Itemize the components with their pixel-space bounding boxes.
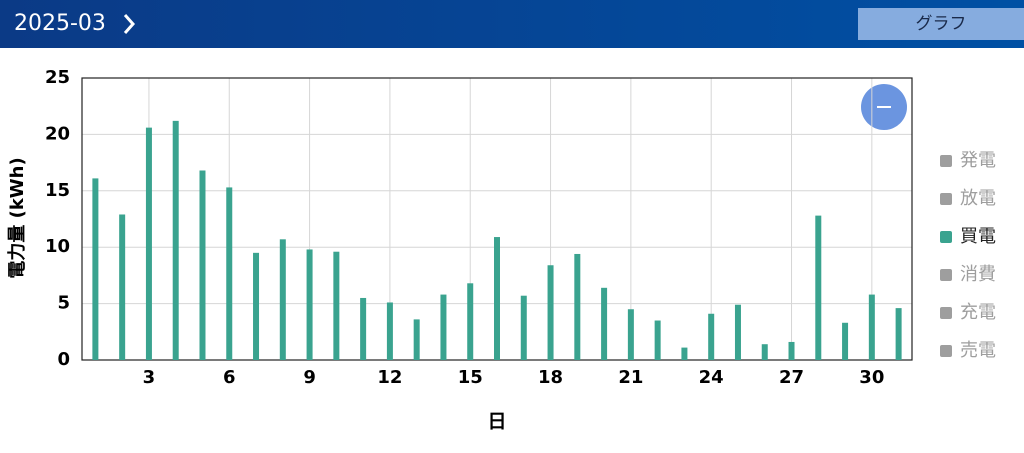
y-tick-label: 10 bbox=[45, 236, 70, 257]
bar bbox=[681, 347, 688, 360]
bar bbox=[574, 253, 581, 360]
y-tick-label: 5 bbox=[57, 293, 70, 314]
bar bbox=[601, 287, 608, 360]
bar bbox=[360, 297, 367, 360]
x-tick-label: 18 bbox=[538, 367, 563, 388]
bar bbox=[708, 313, 715, 360]
chevron[interactable] bbox=[122, 12, 136, 36]
bar bbox=[467, 283, 474, 360]
bar bbox=[520, 295, 527, 360]
bar bbox=[654, 320, 661, 360]
bar bbox=[761, 344, 768, 360]
legend-label: 消費 bbox=[960, 264, 996, 285]
legend-swatch bbox=[940, 193, 952, 205]
x-tick-label: 21 bbox=[618, 367, 643, 388]
bar bbox=[199, 170, 206, 360]
legend-label: 充電 bbox=[960, 302, 996, 323]
bar bbox=[306, 249, 313, 360]
bar bbox=[279, 239, 286, 360]
x-tick-label: 12 bbox=[377, 367, 402, 388]
x-axis-label: 日 bbox=[487, 411, 506, 433]
y-tick-label: 0 bbox=[57, 349, 70, 370]
x-tick-label: 15 bbox=[458, 367, 483, 388]
x-tick-label: 30 bbox=[859, 367, 884, 388]
bar bbox=[734, 304, 741, 360]
bar bbox=[145, 127, 152, 361]
bar bbox=[895, 308, 902, 360]
bar bbox=[494, 237, 500, 360]
chart: 日 電力量 (kWh) 0 5 10 15 20 25 3 6 9 12 15 18 21 24 27 30 発… bbox=[6, 67, 996, 433]
legend-label: 売電 bbox=[960, 340, 996, 361]
y-tick-label: 25 bbox=[45, 67, 70, 88]
bar bbox=[253, 252, 260, 360]
y-tick-label: 15 bbox=[45, 180, 70, 201]
y-tick-label: 20 bbox=[45, 123, 70, 144]
bar bbox=[627, 309, 634, 360]
bar bbox=[547, 265, 554, 360]
bar bbox=[172, 120, 179, 360]
bar bbox=[815, 215, 822, 360]
bar bbox=[386, 302, 393, 360]
bar bbox=[119, 214, 126, 360]
legend-swatch bbox=[940, 307, 952, 319]
bar bbox=[842, 322, 849, 360]
x-tick-label: 9 bbox=[303, 367, 316, 388]
header: 2025-03 グラフ bbox=[0, 0, 1024, 48]
graph-button[interactable]: グラフ bbox=[858, 8, 1024, 40]
bar bbox=[413, 319, 420, 360]
y-axis-label: 電力量 (kWh) bbox=[6, 157, 28, 278]
x-tick-label: 24 bbox=[699, 367, 724, 388]
legend-label: 放電 bbox=[960, 188, 996, 209]
legend-label: 発電 bbox=[960, 150, 996, 171]
bar bbox=[440, 294, 447, 360]
x-tick-label: 6 bbox=[223, 367, 236, 388]
legend-label: 買電 bbox=[960, 226, 996, 247]
bar bbox=[788, 341, 795, 360]
bar bbox=[868, 294, 875, 360]
legend-swatch bbox=[940, 269, 952, 281]
x-tick-label: 3 bbox=[143, 367, 156, 388]
legend-swatch bbox=[940, 231, 952, 243]
legend-swatch bbox=[940, 155, 952, 167]
bar bbox=[333, 251, 340, 360]
bar bbox=[226, 187, 233, 360]
legend-swatch bbox=[940, 345, 952, 357]
month[interactable]: 2025-03 bbox=[14, 11, 106, 36]
x-tick-label: 27 bbox=[779, 367, 804, 388]
bar bbox=[92, 178, 99, 360]
